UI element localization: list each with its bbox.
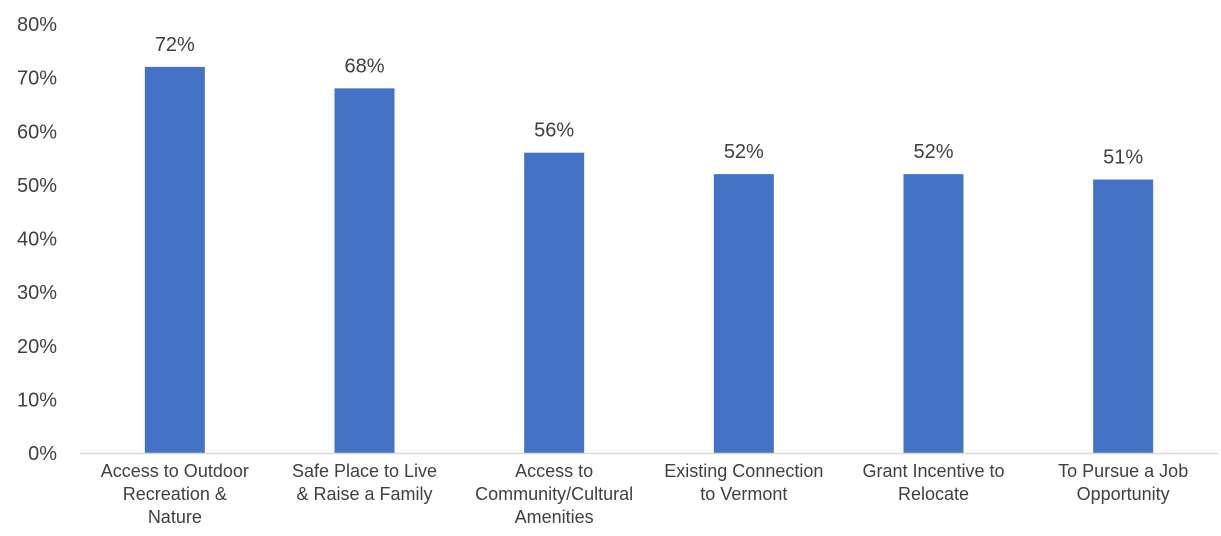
y-tick-label: 20%: [17, 336, 57, 358]
y-tick-label: 30%: [17, 282, 57, 304]
category-label: Existing Connection to Vermont: [664, 461, 823, 504]
category-label-line: Community/Cultural: [475, 484, 633, 504]
bar: [903, 174, 964, 453]
category-label-line: Access to Outdoor: [101, 461, 249, 481]
bar-value-label: 51%: [1103, 147, 1143, 169]
bar: [1093, 179, 1154, 453]
category-label: Grant Incentive to Relocate: [862, 461, 1004, 504]
category-label-line: Grant Incentive to: [862, 461, 1004, 481]
y-tick-label: 40%: [17, 229, 57, 251]
y-tick-label: 70%: [17, 68, 57, 90]
y-tick-label: 50%: [17, 175, 57, 197]
category-label: Access to Community/Cultural Amenities: [475, 461, 633, 527]
bar: [524, 152, 585, 453]
x-axis-category-labels: Access to Outdoor Recreation & Nature Safe …: [101, 461, 1188, 527]
category-label-line: to Vermont: [700, 484, 787, 504]
category-label-line: & Raise a Family: [296, 484, 432, 504]
bar: [334, 88, 395, 453]
y-tick-label: 0%: [28, 443, 57, 465]
bar: [144, 66, 205, 454]
category-label-line: Access to: [515, 461, 593, 481]
bar: [713, 174, 774, 453]
category-label-line: Existing Connection: [664, 461, 823, 481]
bar-value-label: 72%: [155, 34, 195, 56]
bar-value-label: 56%: [534, 120, 574, 142]
y-axis-tick-labels: 0% 10% 20% 30% 40% 50% 60% 70% 80%: [17, 14, 57, 465]
category-label: To Pursue a Job Opportunity: [1058, 461, 1188, 504]
bar-value-label: 52%: [724, 141, 764, 163]
category-label: Safe Place to Live & Raise a Family: [292, 461, 437, 504]
bar-value-label: 68%: [344, 55, 384, 77]
category-label-line: Nature: [148, 507, 202, 527]
category-label-line: Recreation &: [123, 484, 227, 504]
y-tick-label: 80%: [17, 14, 57, 36]
category-label-line: Opportunity: [1077, 484, 1170, 504]
y-tick-label: 10%: [17, 389, 57, 411]
y-tick-label: 60%: [17, 121, 57, 143]
bars: [144, 66, 1154, 454]
category-label-line: Safe Place to Live: [292, 461, 437, 481]
category-label-line: To Pursue a Job: [1058, 461, 1188, 481]
category-label-line: Relocate: [898, 484, 969, 504]
bar-value-label: 52%: [913, 141, 953, 163]
data-labels: 72% 68% 56% 52% 52% 51%: [155, 34, 1144, 169]
category-label-line: Amenities: [515, 507, 594, 527]
category-label: Access to Outdoor Recreation & Nature: [101, 461, 249, 527]
